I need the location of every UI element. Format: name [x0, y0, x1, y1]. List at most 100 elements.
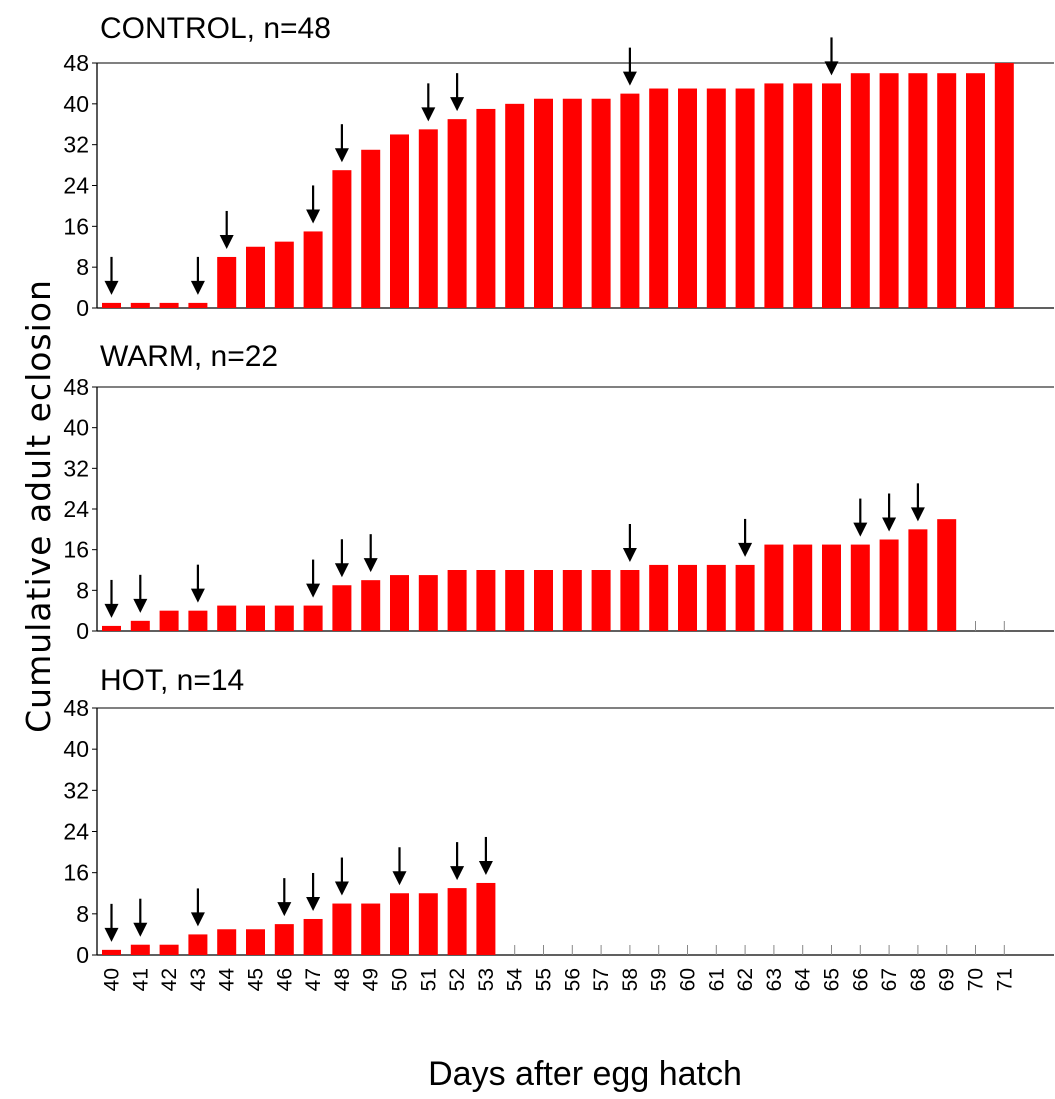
- bar-day-65: [822, 544, 841, 631]
- y-tick-label: 32: [63, 455, 89, 481]
- y-tick-label: 40: [63, 91, 89, 117]
- y-tick-label: 8: [76, 901, 89, 927]
- x-tick-label: 60: [677, 968, 700, 991]
- bar-day-44: [217, 605, 237, 631]
- bar-day-70: [966, 73, 985, 308]
- bar-day-66: [850, 73, 870, 308]
- x-tick-label: 47: [302, 968, 325, 991]
- y-tick-label: 48: [63, 695, 89, 721]
- x-tick-label: 58: [619, 968, 642, 991]
- y-tick-label: 8: [76, 577, 89, 603]
- bar-day-45: [246, 246, 265, 308]
- x-tick-label: 62: [734, 968, 757, 991]
- bar-day-41: [130, 944, 150, 955]
- y-tick-label: 0: [76, 618, 89, 644]
- arrow-day-40: [104, 903, 119, 942]
- arrow-head: [622, 548, 637, 562]
- arrow-day-58: [622, 524, 637, 562]
- bar-day-47: [303, 605, 323, 631]
- arrow-head: [190, 588, 205, 603]
- x-tick-label: 51: [417, 968, 440, 991]
- panel-2: HOT, n=14 0 8 16 24 32 40 48: [63, 664, 1054, 968]
- x-tick-label: 49: [360, 968, 383, 991]
- x-tick-label: 54: [504, 968, 527, 992]
- arrow-day-66: [853, 498, 868, 537]
- y-tick-label: 32: [63, 132, 89, 158]
- y-tick-label: 16: [63, 860, 89, 886]
- x-tick-label: 44: [216, 968, 239, 992]
- arrow-day-48: [334, 539, 349, 578]
- x-tick-label: 56: [561, 968, 584, 991]
- bar-day-67: [879, 73, 899, 308]
- bar-day-61: [706, 564, 726, 631]
- bar-day-42: [159, 944, 179, 955]
- y-axis-label: Cumulative adult eclosion: [19, 279, 58, 733]
- arrow-head: [478, 860, 493, 875]
- bar-day-46: [274, 241, 294, 308]
- bar-day-56: [562, 570, 582, 631]
- arrow-head: [824, 61, 839, 76]
- arrow-head: [190, 912, 205, 927]
- bar-day-58: [620, 93, 640, 308]
- bar-day-48: [332, 903, 352, 955]
- bar-day-60: [678, 88, 697, 308]
- bar-day-43: [188, 610, 208, 631]
- x-tick-label: 41: [129, 968, 152, 991]
- x-tick-label: 50: [389, 968, 412, 991]
- bar-day-40: [102, 302, 121, 308]
- arrow-head: [622, 71, 637, 86]
- x-tick-label: 59: [648, 968, 671, 991]
- arrow-day-40: [104, 579, 119, 618]
- arrow-head: [910, 507, 925, 522]
- y-tick-label: 32: [63, 777, 89, 803]
- bar-day-55: [534, 98, 553, 309]
- bar-day-69: [937, 73, 957, 308]
- bar-day-46: [274, 605, 294, 631]
- bar-day-61: [706, 88, 726, 308]
- bar-day-53: [476, 570, 496, 631]
- arrow-head: [853, 522, 868, 537]
- arrow-day-52: [450, 73, 465, 112]
- bar-day-66: [850, 544, 870, 631]
- bar-day-50: [390, 893, 409, 955]
- arrow-day-41: [133, 574, 148, 613]
- x-tick-label: 46: [273, 968, 296, 991]
- bar-day-48: [332, 585, 352, 631]
- x-tick-label: 69: [936, 968, 959, 991]
- y-tick-label: 48: [63, 50, 89, 76]
- bar-day-48: [332, 170, 352, 308]
- arrow-day-51: [421, 83, 436, 122]
- y-tick-label: 24: [63, 819, 89, 845]
- panel-title: WARM, n=22: [100, 340, 278, 373]
- arrow-head: [306, 583, 321, 598]
- x-tick-label: 65: [821, 968, 844, 991]
- bar-day-63: [764, 544, 784, 631]
- x-tick-label: 52: [446, 968, 469, 991]
- arrow-head: [277, 902, 292, 917]
- bar-day-45: [246, 929, 265, 955]
- bar-day-53: [476, 108, 496, 308]
- x-tick-label: 42: [158, 968, 181, 991]
- bar-day-57: [591, 570, 611, 631]
- bar-day-64: [793, 83, 813, 309]
- bar-day-71: [994, 63, 1014, 308]
- panel-0: CONTROL, n=48 0 8 16 24 32 40 48: [63, 12, 1054, 321]
- y-tick-label: 16: [63, 537, 89, 563]
- bar-day-51: [418, 129, 438, 308]
- bar-day-47: [303, 231, 323, 308]
- y-tick-label: 40: [63, 736, 89, 762]
- arrow-head: [219, 234, 234, 249]
- bar-day-55: [534, 570, 553, 631]
- arrow-head: [738, 542, 753, 557]
- x-tick-label: 67: [878, 968, 901, 991]
- arrow-head: [133, 922, 148, 937]
- arrow-head: [334, 563, 349, 578]
- arrow-head: [392, 871, 407, 886]
- arrow-day-58: [622, 47, 637, 86]
- arrow-head: [190, 280, 205, 295]
- bar-day-43: [188, 302, 208, 308]
- arrow-head: [450, 97, 465, 112]
- arrow-head: [421, 107, 436, 122]
- bar-day-50: [390, 134, 409, 308]
